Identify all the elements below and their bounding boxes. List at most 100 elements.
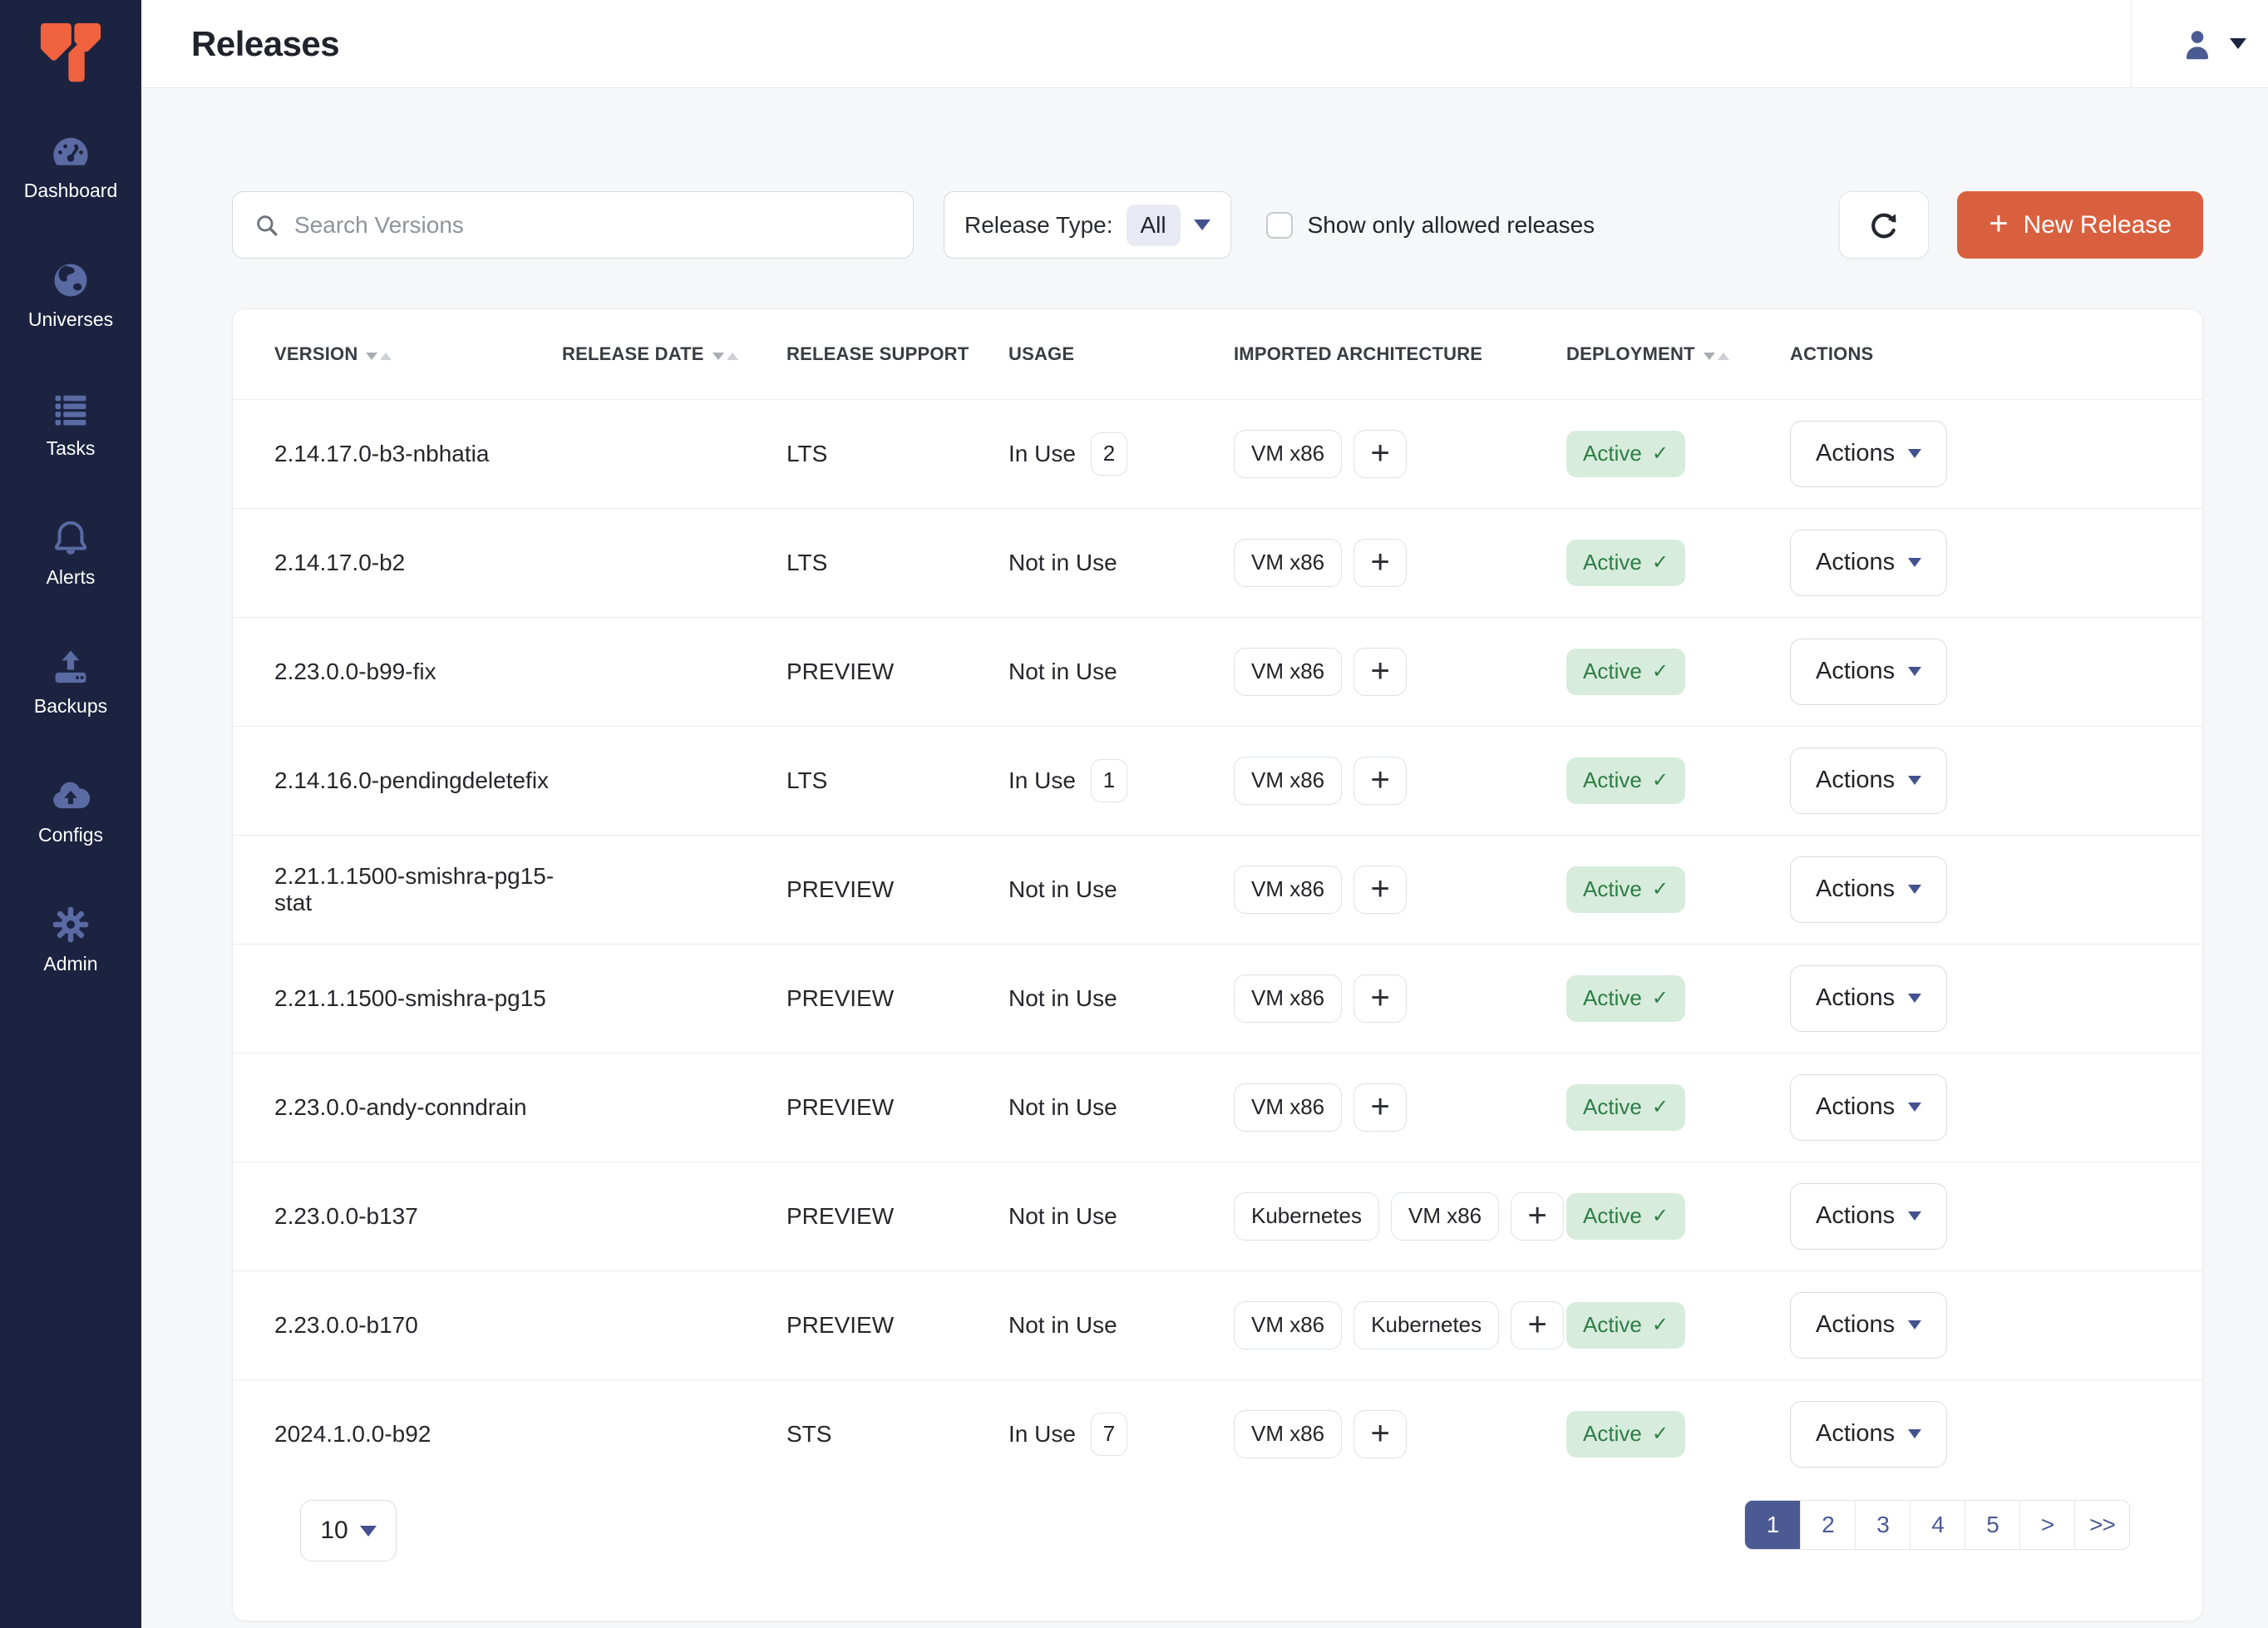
sidebar-item-configs[interactable]: Configs [0, 774, 141, 846]
column-label: RELEASE DATE [562, 343, 704, 364]
yugabyte-logo-icon[interactable] [34, 17, 107, 93]
deployment-status-badge: Active ✓ [1566, 757, 1685, 804]
actions-button[interactable]: Actions [1790, 638, 1948, 705]
imported-architecture-cell: VM x86 + [1234, 398, 1566, 508]
add-architecture-button[interactable]: + [1353, 538, 1408, 587]
usage-cell: Not in Use [1008, 616, 1234, 726]
check-icon: ✓ [1651, 1205, 1669, 1227]
add-architecture-button[interactable]: + [1511, 1300, 1565, 1349]
imported-architecture-cell: VM x86 + [1234, 1052, 1566, 1162]
release-date-cell [562, 507, 786, 617]
actions-button[interactable]: Actions [1790, 420, 1948, 487]
column-header-release-date[interactable]: RELEASE DATE [562, 309, 786, 399]
page-button-2[interactable]: 2 [1800, 1501, 1855, 1549]
add-architecture-button[interactable]: + [1353, 429, 1408, 478]
page-size-dropdown[interactable]: 10 [300, 1500, 397, 1561]
actions-button[interactable]: Actions [1790, 1182, 1948, 1250]
sidebar-item-label: Configs [38, 824, 103, 846]
chevron-down-icon [1908, 885, 1922, 894]
actions-button[interactable]: Actions [1790, 964, 1948, 1032]
refresh-button[interactable] [1839, 191, 1930, 259]
architecture-chip: VM x86 [1234, 538, 1343, 587]
deployment-status-label: Active [1583, 1094, 1642, 1119]
column-header-deployment[interactable]: DEPLOYMENT [1566, 309, 1790, 399]
main-content: Release Type: All Show only allowed rele… [141, 88, 2268, 1628]
version-cell: 2.21.1.1500-smishra-pg15 [233, 943, 562, 1053]
search-input[interactable] [294, 211, 893, 239]
add-architecture-button[interactable]: + [1511, 1191, 1565, 1241]
backup-upload-icon [55, 650, 86, 683]
usage-cell: Not in Use [1008, 1161, 1234, 1270]
deployment-status-badge: Active ✓ [1566, 974, 1685, 1022]
table-row: 2.14.17.0-b3-nbhatia LTS In Use 2 VM x86 + Act… [233, 398, 2202, 508]
sort-icon [1703, 343, 1729, 365]
actions-button[interactable]: Actions [1790, 747, 1948, 814]
add-architecture-button[interactable]: + [1353, 756, 1408, 805]
releases-table: VERSION RELEASE DATE RELEASE SUPPORT USAGE I… [233, 309, 2202, 1488]
check-icon: ✓ [1651, 1314, 1669, 1336]
table-row: 2.23.0.0-b170 PREVIEW Not in Use VM x86 Kube… [233, 1270, 2202, 1379]
version-cell: 2.23.0.0-b137 [233, 1161, 562, 1270]
pagination: 1 2 3 4 5 > >> [1744, 1500, 2130, 1550]
add-architecture-button[interactable]: + [1353, 974, 1408, 1023]
user-menu[interactable] [2131, 0, 2246, 87]
add-architecture-button[interactable]: + [1353, 1409, 1408, 1458]
actions-cell: Actions [1790, 507, 2202, 617]
page-button-1[interactable]: 1 [1745, 1501, 1800, 1549]
page-button-4[interactable]: 4 [1910, 1501, 1965, 1549]
sidebar-item-label: Backups [33, 695, 108, 717]
add-architecture-button[interactable]: + [1353, 865, 1408, 914]
release-type-dropdown[interactable]: Release Type: All [944, 191, 1231, 259]
usage-label: Not in Use [1008, 1093, 1117, 1120]
table-row: 2.21.1.1500-smishra-pg15 PREVIEW Not in Us… [233, 943, 2202, 1053]
usage-label: In Use [1008, 440, 1076, 466]
actions-label: Actions [1816, 440, 1896, 466]
sidebar-item-backups[interactable]: Backups [0, 645, 141, 718]
releases-table-body: 2.14.17.0-b3-nbhatia LTS In Use 2 VM x86 + Act… [233, 398, 2202, 1488]
column-header-version[interactable]: VERSION [233, 309, 562, 399]
release-support-cell: PREVIEW [786, 1052, 1008, 1162]
actions-cell: Actions [1790, 1052, 2202, 1162]
usage-cell: Not in Use [1008, 1270, 1234, 1379]
actions-button[interactable]: Actions [1790, 529, 1948, 596]
actions-label: Actions [1816, 984, 1896, 1011]
sidebar-item-admin[interactable]: Admin [0, 903, 141, 975]
release-support-cell: PREVIEW [786, 1270, 1008, 1379]
add-architecture-button[interactable]: + [1353, 1083, 1408, 1132]
new-release-button[interactable]: + New Release [1957, 191, 2203, 259]
sidebar-nav: Dashboard Universes Tasks Alerts Backups Conf… [0, 130, 141, 1032]
page-button-5[interactable]: 5 [1965, 1501, 2019, 1549]
sidebar-item-universes[interactable]: Universes [0, 259, 141, 331]
deployment-status-badge: Active ✓ [1566, 648, 1685, 695]
sidebar-item-label: Dashboard [23, 180, 118, 201]
actions-button[interactable]: Actions [1790, 1400, 1948, 1468]
deployment-status-label: Active [1583, 767, 1642, 792]
page-button-3[interactable]: 3 [1855, 1501, 1910, 1549]
deployment-status-label: Active [1583, 659, 1642, 683]
add-architecture-button[interactable]: + [1353, 647, 1408, 696]
check-icon: ✓ [1651, 660, 1669, 683]
architecture-chip: VM x86 [1234, 756, 1343, 805]
page-next-button[interactable]: > [2019, 1501, 2074, 1549]
actions-button[interactable]: Actions [1790, 856, 1948, 923]
table-row: 2.23.0.0-b137 PREVIEW Not in Use Kubernetes… [233, 1161, 2202, 1270]
version-cell: 2024.1.0.0-b92 [233, 1379, 562, 1488]
chevron-down-icon [1908, 994, 1922, 1003]
actions-button[interactable]: Actions [1790, 1073, 1948, 1141]
sidebar-item-label: Universes [27, 308, 114, 330]
sidebar-item-label: Tasks [46, 437, 96, 459]
show-allowed-releases-checkbox[interactable] [1265, 211, 1293, 239]
actions-button[interactable]: Actions [1790, 1291, 1948, 1359]
actions-cell: Actions [1790, 943, 2202, 1053]
chevron-down-icon [1193, 220, 1210, 230]
releases-table-head: VERSION RELEASE DATE RELEASE SUPPORT USAGE I… [233, 309, 2202, 399]
imported-architecture-cell: VM x86 + [1234, 616, 1566, 726]
sidebar-item-tasks[interactable]: Tasks [0, 387, 141, 460]
page-last-button[interactable]: >> [2074, 1501, 2129, 1549]
sidebar-item-dashboard[interactable]: Dashboard [0, 130, 141, 202]
architecture-chip: VM x86 [1234, 647, 1343, 696]
version-cell: 2.21.1.1500-smishra-pg15-stat [233, 834, 562, 944]
column-header-release-support: RELEASE SUPPORT [786, 309, 1008, 399]
sidebar-item-alerts[interactable]: Alerts [0, 516, 141, 589]
table-row: 2.14.17.0-b2 LTS Not in Use VM x86 + Active ✓ A… [233, 507, 2202, 617]
